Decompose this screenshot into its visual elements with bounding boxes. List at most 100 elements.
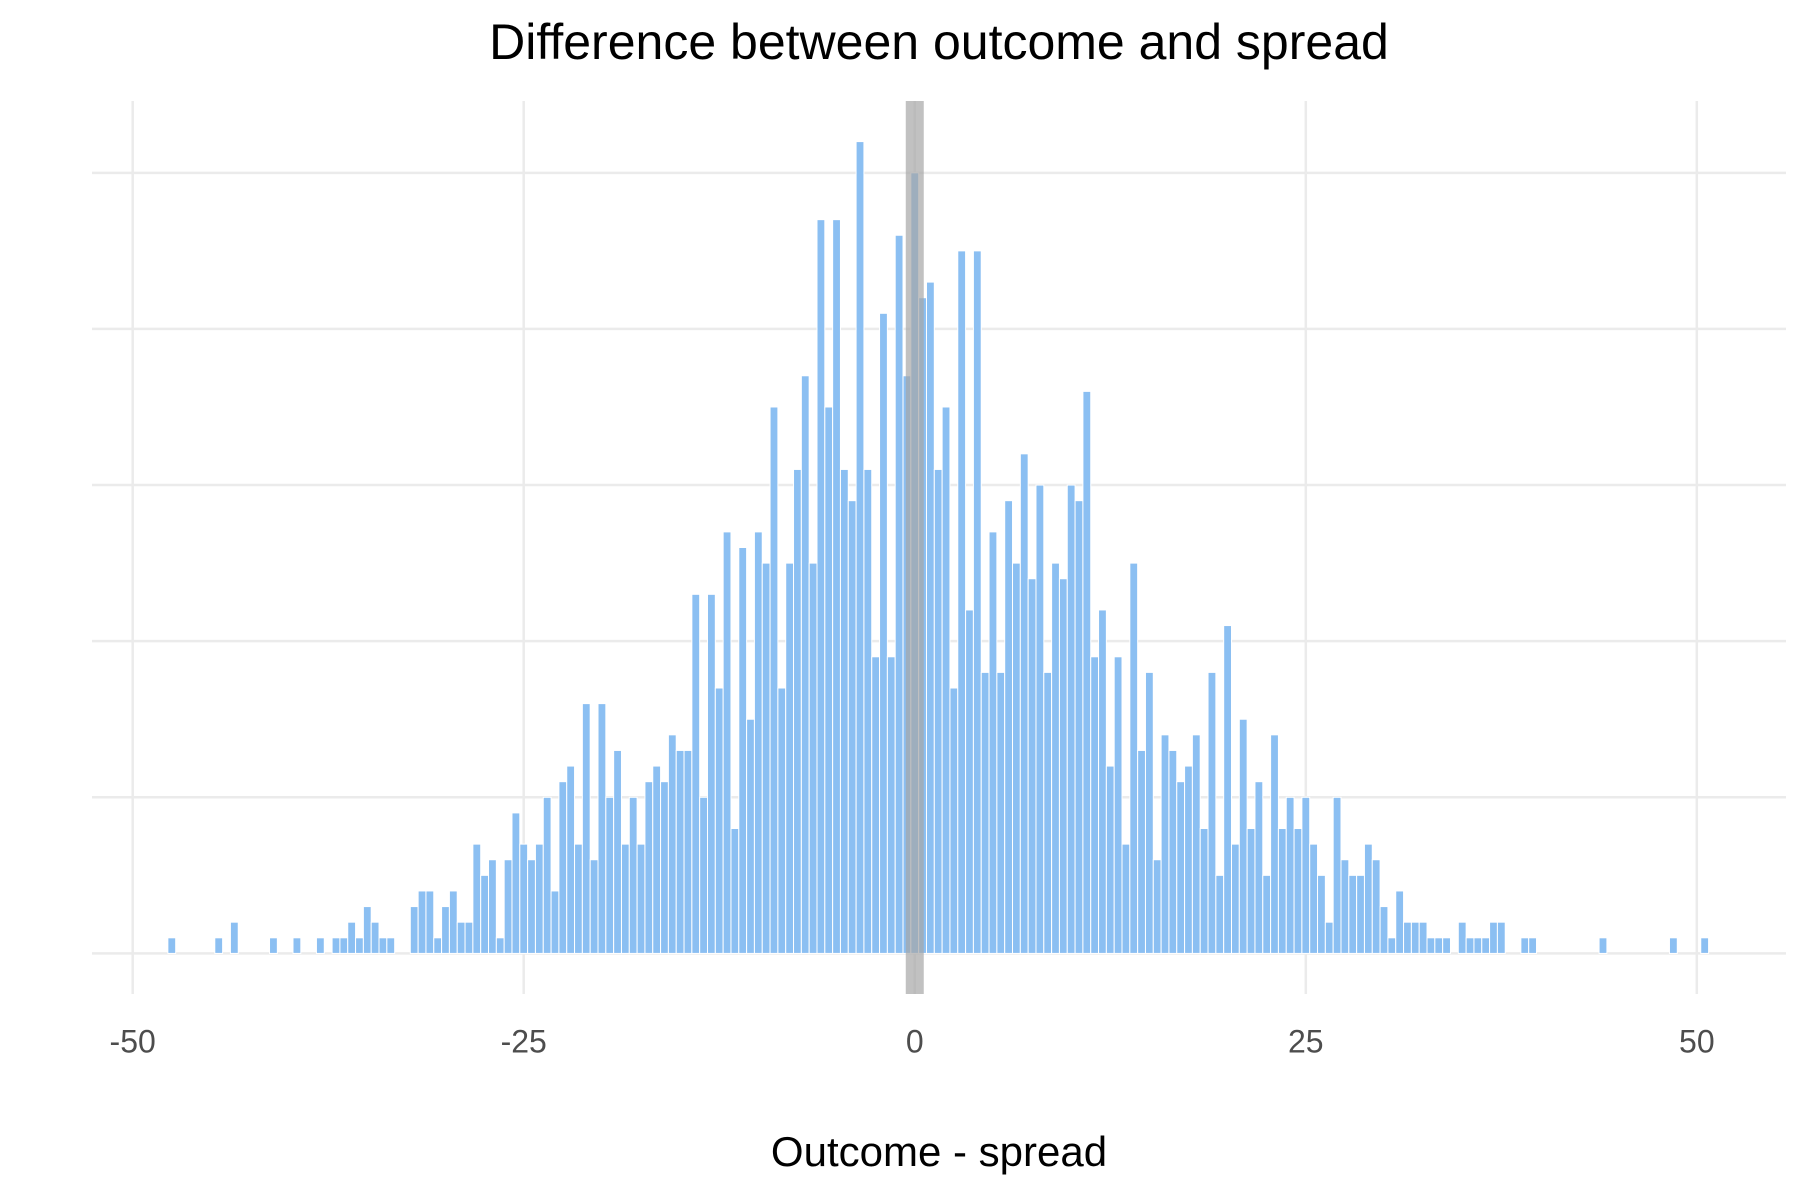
- bar: [988, 531, 998, 954]
- bar: [589, 859, 599, 954]
- bar: [1426, 937, 1436, 954]
- bar: [456, 921, 466, 954]
- bar: [448, 890, 458, 954]
- bar: [738, 547, 748, 954]
- bar: [1293, 828, 1303, 954]
- bar: [1395, 890, 1405, 954]
- bar: [886, 656, 896, 954]
- bar: [1238, 718, 1248, 954]
- bar: [1223, 625, 1233, 954]
- bar: [1277, 828, 1287, 954]
- bar: [980, 671, 990, 954]
- bar: [660, 781, 669, 954]
- bar: [347, 921, 357, 954]
- bar: [824, 406, 834, 954]
- bar: [996, 671, 1006, 954]
- bar: [472, 843, 482, 954]
- bar: [777, 687, 787, 954]
- bar: [1481, 937, 1491, 954]
- bar: [1410, 921, 1420, 954]
- bar: [292, 937, 302, 954]
- bar: [1309, 843, 1319, 954]
- bar: [863, 468, 873, 954]
- bar: [1363, 843, 1373, 954]
- bar: [832, 219, 841, 954]
- bar: [699, 796, 709, 954]
- bar: [894, 234, 904, 954]
- bar: [1082, 390, 1092, 954]
- bar: [965, 609, 974, 954]
- bar: [1668, 937, 1678, 954]
- bar: [1457, 921, 1467, 954]
- bar: [1371, 859, 1381, 954]
- bar: [409, 906, 419, 954]
- bar: [793, 468, 802, 954]
- bar: [574, 843, 583, 954]
- bar: [362, 906, 372, 954]
- bar: [1051, 562, 1060, 954]
- bar: [597, 703, 607, 954]
- bar: [1160, 734, 1170, 954]
- bar: [331, 937, 341, 954]
- bar: [550, 890, 560, 954]
- bar: [636, 843, 646, 954]
- bar: [1074, 500, 1084, 954]
- bar: [1105, 765, 1115, 954]
- bar: [1270, 734, 1279, 954]
- bar: [480, 874, 490, 954]
- bar: [1098, 609, 1107, 954]
- x-tick-label: -25: [501, 1023, 547, 1059]
- bar: [644, 781, 654, 954]
- bar: [1129, 562, 1139, 954]
- x-tick-label: 50: [1679, 1023, 1715, 1059]
- x-axis-title: Outcome - spread: [771, 1128, 1107, 1175]
- bar: [1324, 921, 1334, 954]
- bar: [1473, 937, 1483, 954]
- bar: [441, 906, 450, 954]
- bar: [1199, 828, 1209, 954]
- x-tick-label: 0: [906, 1023, 924, 1059]
- bar: [339, 937, 349, 954]
- bar: [800, 375, 810, 954]
- bar: [667, 734, 677, 954]
- bar: [769, 406, 779, 954]
- bar: [1528, 937, 1538, 954]
- bar: [855, 141, 865, 954]
- bar: [1012, 562, 1021, 954]
- bar: [761, 562, 771, 954]
- bar: [1332, 796, 1342, 954]
- bar: [933, 468, 943, 954]
- bar: [730, 828, 740, 954]
- bar: [519, 843, 529, 954]
- bar: [1144, 671, 1154, 954]
- bar: [605, 796, 615, 954]
- bar: [949, 687, 959, 954]
- bar: [1058, 578, 1068, 954]
- bar: [1285, 796, 1295, 954]
- bar: [1403, 921, 1412, 954]
- bar: [1207, 671, 1217, 954]
- bar: [925, 281, 935, 954]
- bar: [542, 796, 552, 954]
- bar: [1113, 656, 1123, 954]
- bar: [871, 656, 881, 954]
- bar: [214, 937, 224, 954]
- bar: [1418, 921, 1428, 954]
- bar: [972, 250, 982, 954]
- bar: [558, 781, 568, 954]
- bar: [1598, 937, 1608, 954]
- bar: [722, 531, 732, 954]
- bar: [847, 500, 857, 954]
- bar: [879, 312, 888, 954]
- bar: [1168, 749, 1178, 954]
- bar: [534, 843, 544, 954]
- bar: [1340, 859, 1350, 954]
- bar: [620, 843, 630, 954]
- bar: [488, 859, 497, 954]
- bar: [1254, 781, 1264, 954]
- bar: [511, 812, 521, 954]
- bar: [1301, 796, 1311, 954]
- bar: [1066, 484, 1076, 954]
- bar: [1027, 578, 1037, 954]
